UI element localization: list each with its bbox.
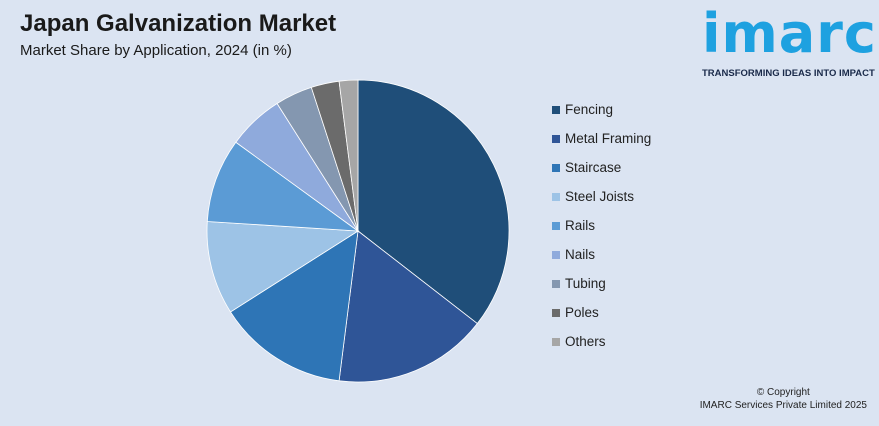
legend-swatch (552, 222, 560, 230)
legend-label: Rails (565, 218, 596, 233)
legend-item: Staircase (552, 160, 651, 189)
logo-wordmark: imarc (702, 2, 877, 65)
legend-swatch (552, 309, 560, 317)
copyright-line-1: © Copyright (756, 387, 810, 398)
legend-label: Nails (565, 247, 596, 262)
legend-swatch (552, 280, 560, 288)
legend-item: Tubing (552, 276, 651, 305)
imarc-logo: imarc TRANSFORMING IDEAS INTO IMPACT (700, 2, 876, 82)
legend-item: Poles (552, 305, 651, 334)
legend-swatch (552, 164, 560, 172)
legend-label: Others (565, 334, 606, 349)
legend-label: Tubing (565, 276, 606, 291)
pie-slice-fencing (357, 79, 510, 325)
pie-slice-staircase (229, 230, 359, 382)
chart-legend: Fencing Metal Framing Staircase Steel Joist… (552, 102, 651, 363)
legend-item: Steel Joists (552, 189, 651, 218)
legend-item: Nails (552, 247, 651, 276)
legend-item: Others (552, 334, 651, 363)
legend-label: Steel Joists (565, 189, 635, 204)
pie-slice-steel-joists (206, 221, 360, 313)
legend-item: Rails (552, 218, 651, 247)
legend-swatch (552, 106, 560, 114)
legend-swatch (552, 193, 560, 201)
copyright-line-2: IMARC Services Private Limited 2025 (699, 400, 867, 411)
legend-label: Poles (565, 305, 599, 320)
legend-swatch (552, 338, 560, 346)
chart-subtitle: Market Share by Application, 2024 (in %) (20, 42, 292, 59)
legend-item: Metal Framing (552, 131, 651, 160)
logo-tagline: TRANSFORMING IDEAS INTO IMPACT (702, 68, 875, 79)
legend-swatch (552, 251, 560, 259)
legend-item: Fencing (552, 102, 651, 131)
pie-slice-others (338, 79, 359, 232)
legend-label: Staircase (565, 160, 622, 175)
legend-swatch (552, 135, 560, 143)
copyright-notice: © Copyright IMARC Services Private Limit… (700, 386, 867, 412)
chart-title: Japan Galvanization Market (20, 10, 337, 37)
pie-slice-metal-framing (338, 230, 478, 383)
legend-label: Fencing (565, 102, 614, 117)
legend-label: Metal Framing (565, 131, 652, 146)
pie-slice-rails (206, 141, 360, 232)
